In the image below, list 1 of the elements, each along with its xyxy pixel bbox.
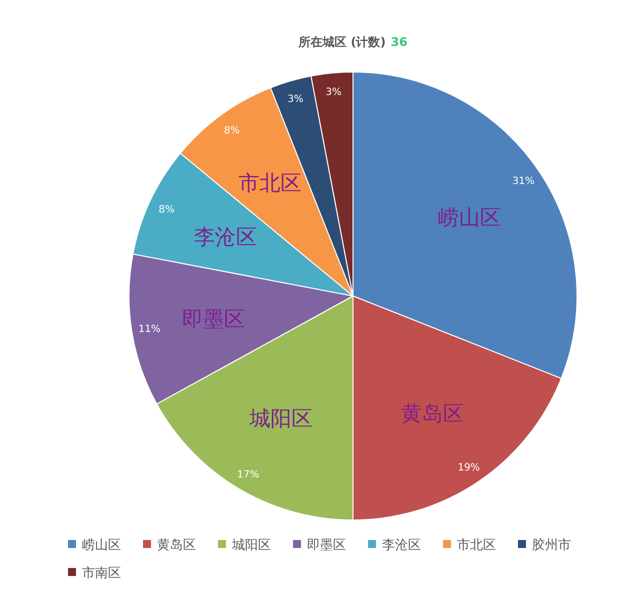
title: 所在城区 (计数) 36 bbox=[298, 35, 408, 49]
